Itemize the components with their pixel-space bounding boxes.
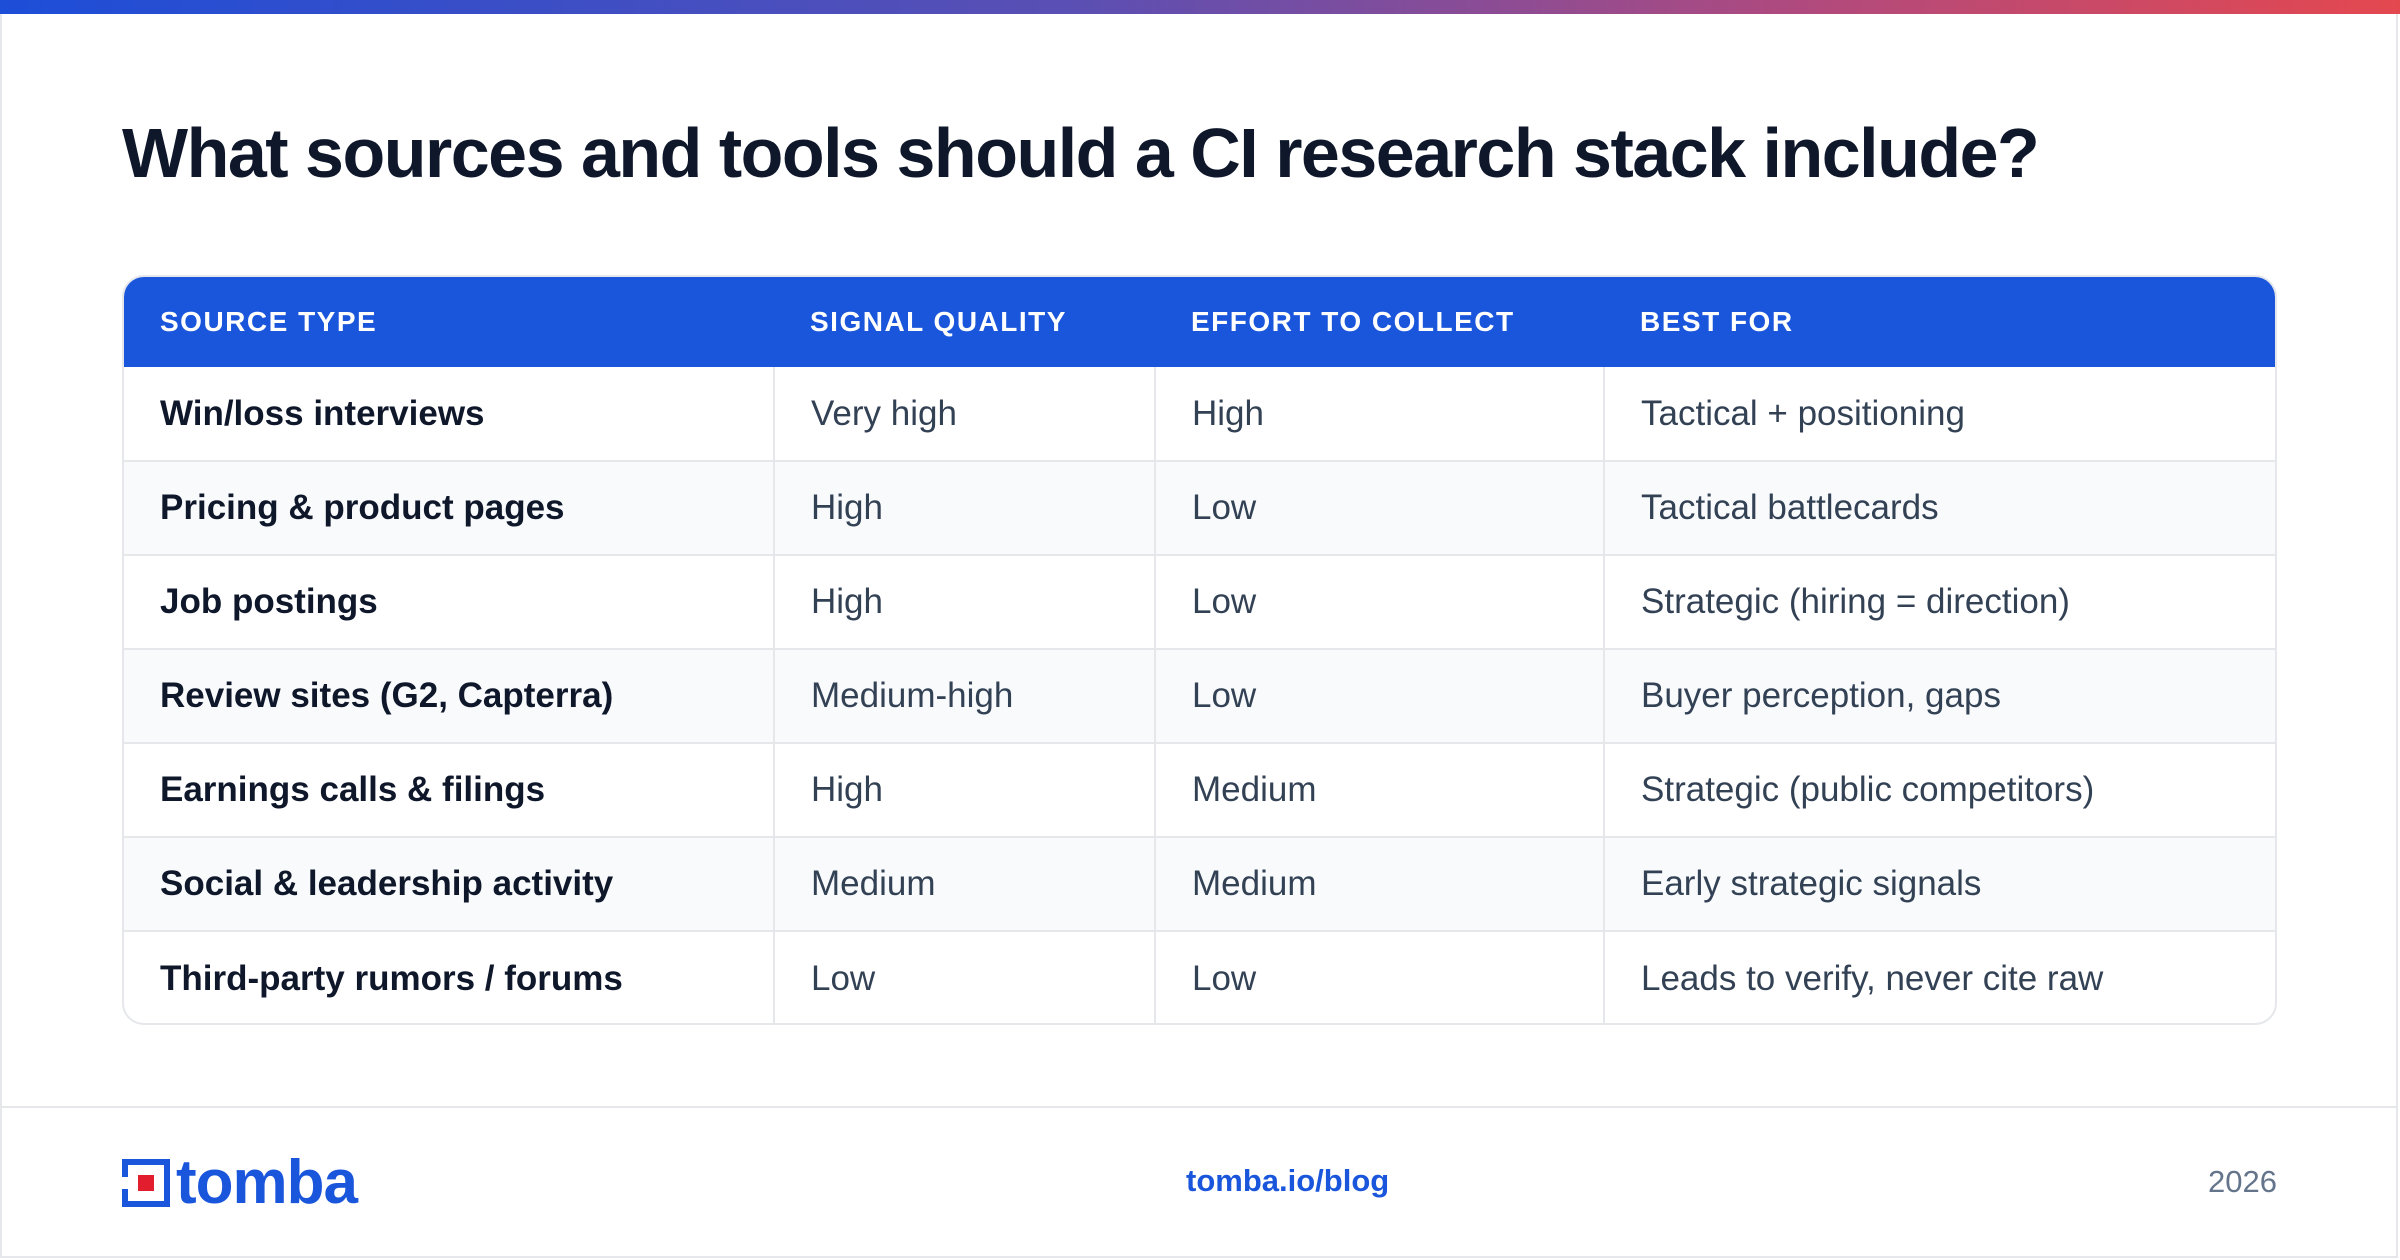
header-signal-quality: SIGNAL QUALITY bbox=[774, 277, 1155, 367]
signal-quality-cell: Very high bbox=[773, 367, 1155, 461]
best-for-cell: Tactical battlecards bbox=[1603, 460, 2275, 555]
table-row: Earnings calls & filings High Medium Str… bbox=[124, 742, 2275, 837]
best-for-cell: Strategic (hiring = direction) bbox=[1603, 554, 2275, 649]
source-type-cell: Job postings bbox=[124, 554, 774, 649]
footer-year: 2026 bbox=[2208, 1164, 2277, 1199]
signal-quality-cell: High bbox=[773, 742, 1155, 837]
page-frame bbox=[0, 14, 2398, 1258]
header-best-for: BEST FOR bbox=[1604, 277, 2275, 367]
signal-quality-cell: Low bbox=[773, 930, 1155, 1023]
best-for-cell: Strategic (public competitors) bbox=[1603, 742, 2275, 837]
sources-table: SOURCE TYPE SIGNAL QUALITY EFFORT TO COL… bbox=[122, 275, 2277, 1025]
best-for-cell: Leads to verify, never cite raw bbox=[1603, 930, 2275, 1023]
signal-quality-cell: Medium bbox=[773, 836, 1155, 931]
header-source-type: SOURCE TYPE bbox=[124, 277, 774, 367]
source-type-cell: Pricing & product pages bbox=[124, 460, 774, 555]
source-type-cell: Win/loss interviews bbox=[160, 393, 485, 433]
signal-quality-cell: Medium-high bbox=[773, 648, 1155, 743]
tomba-logo-mark-icon bbox=[122, 1159, 170, 1207]
source-type-cell: Third-party rumors / forums bbox=[124, 930, 774, 1023]
comparison-table: SOURCE TYPE SIGNAL QUALITY EFFORT TO COL… bbox=[124, 277, 2275, 1023]
effort-cell: Low bbox=[1154, 930, 1604, 1023]
footer-divider bbox=[2, 1106, 2396, 1108]
effort-cell: Medium bbox=[1154, 836, 1604, 931]
table-row: Social & leadership activity Medium Medi… bbox=[124, 836, 2275, 931]
best-for-cell: Tactical + positioning bbox=[1603, 367, 2275, 461]
effort-cell: Low bbox=[1154, 648, 1604, 743]
effort-cell: High bbox=[1154, 367, 1604, 461]
effort-cell: Medium bbox=[1154, 742, 1604, 837]
page-title: What sources and tools should a CI resea… bbox=[122, 114, 2040, 192]
header-effort-to-collect: EFFORT TO COLLECT bbox=[1155, 277, 1604, 367]
brand-name: tomba bbox=[176, 1148, 358, 1217]
effort-cell: Low bbox=[1154, 460, 1604, 555]
brand-logo[interactable]: tomba bbox=[122, 1148, 358, 1217]
source-type-cell: Earnings calls & filings bbox=[124, 742, 774, 837]
source-type-cell: Review sites (G2, Capterra) bbox=[124, 648, 774, 743]
table-header-row: SOURCE TYPE SIGNAL QUALITY EFFORT TO COL… bbox=[124, 277, 2275, 367]
best-for-cell: Buyer perception, gaps bbox=[1603, 648, 2275, 743]
signal-quality-cell: High bbox=[773, 554, 1155, 649]
best-for-cell: Early strategic signals bbox=[1603, 836, 2275, 931]
table-row: Third-party rumors / forums Low Low Lead… bbox=[124, 930, 2275, 1023]
table-row: Pricing & product pages High Low Tactica… bbox=[124, 460, 2275, 555]
table-row: Win/loss interviews Very high High Tacti… bbox=[124, 367, 2275, 461]
signal-quality-cell: High bbox=[773, 460, 1155, 555]
blog-link[interactable]: tomba.io/blog bbox=[1186, 1163, 1390, 1198]
table-row: Job postings High Low Strategic (hiring … bbox=[124, 554, 2275, 649]
top-gradient-bar bbox=[0, 0, 2400, 14]
table-row: Review sites (G2, Capterra) Medium-high … bbox=[124, 648, 2275, 743]
source-type-cell: Social & leadership activity bbox=[124, 836, 774, 931]
effort-cell: Low bbox=[1154, 554, 1604, 649]
